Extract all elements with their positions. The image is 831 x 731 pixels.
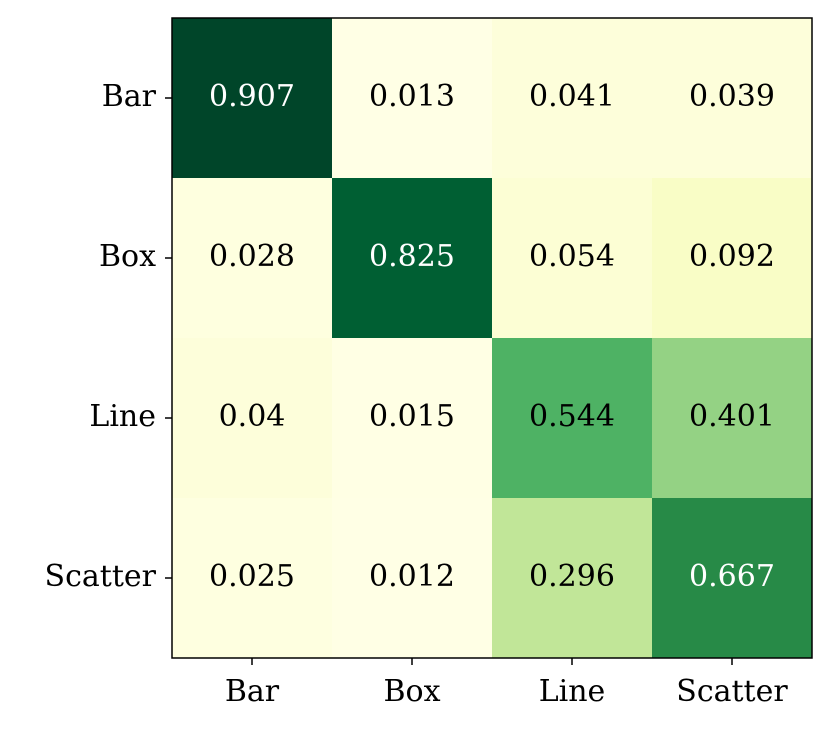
cell-value-label: 0.667: [689, 559, 775, 594]
heatmap-cell: [492, 18, 652, 178]
cell-value-label: 0.013: [369, 79, 455, 114]
cell-value-label: 0.025: [209, 559, 295, 594]
cell-value-label: 0.825: [369, 239, 455, 274]
cell-value-label: 0.907: [209, 79, 295, 114]
heatmap-cell: [652, 18, 812, 178]
cell-value-label: 0.041: [529, 79, 615, 114]
heatmap-cell: [172, 498, 332, 658]
cell-value-label: 0.296: [529, 559, 615, 594]
cell-value-label: 0.012: [369, 559, 455, 594]
cell-value-label: 0.092: [689, 239, 775, 274]
y-tick-label: Scatter: [45, 559, 157, 594]
heatmap-cell: [652, 498, 812, 658]
cell-value-label: 0.054: [529, 239, 615, 274]
plot-frame: [171, 17, 813, 659]
y-tick-label: Bar: [102, 79, 157, 114]
heatmap-cell: [172, 18, 332, 178]
x-tick-label: Line: [539, 674, 606, 709]
x-tick-label: Scatter: [676, 674, 788, 709]
y-tick-label: Box: [99, 239, 156, 274]
heatmap-cell: [332, 18, 492, 178]
heatmap-cell: [492, 498, 652, 658]
heatmap-cell: [492, 338, 652, 498]
heatmap-cell: [492, 178, 652, 338]
heatmap-cell: [172, 178, 332, 338]
x-tick-label: Box: [383, 674, 440, 709]
heatmap-cell: [332, 178, 492, 338]
cell-value-label: 0.401: [689, 399, 775, 434]
cell-value-label: 0.015: [369, 399, 455, 434]
y-tick-label: Line: [89, 399, 156, 434]
cell-value-label: 0.039: [689, 79, 775, 114]
heatmap-cell: [652, 178, 812, 338]
heatmap-cell: [332, 338, 492, 498]
heatmap-cell: [652, 338, 812, 498]
cell-value-label: 0.544: [529, 399, 615, 434]
cell-value-label: 0.028: [209, 239, 295, 274]
heatmap-cell: [332, 498, 492, 658]
cell-value-label: 0.04: [219, 399, 286, 434]
heatmap-cell: [172, 338, 332, 498]
x-tick-label: Bar: [225, 674, 280, 709]
